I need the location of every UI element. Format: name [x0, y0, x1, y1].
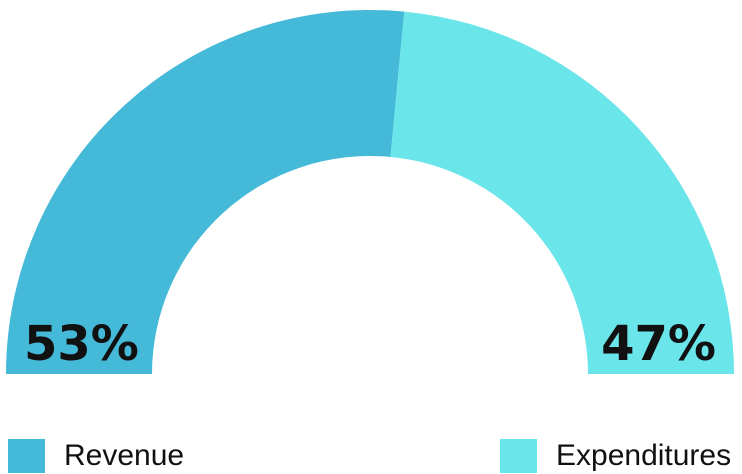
data-label-revenue: 53% [24, 316, 139, 372]
data-label-expenditures: 47% [601, 316, 716, 372]
legend-label-revenue: Revenue [64, 438, 184, 474]
legend-swatch-expenditures [500, 439, 537, 473]
legend-swatch-revenue [8, 439, 45, 473]
gauge-svg: 53% 47% [0, 0, 742, 400]
legend-label-expenditures: Expenditures [556, 438, 731, 474]
